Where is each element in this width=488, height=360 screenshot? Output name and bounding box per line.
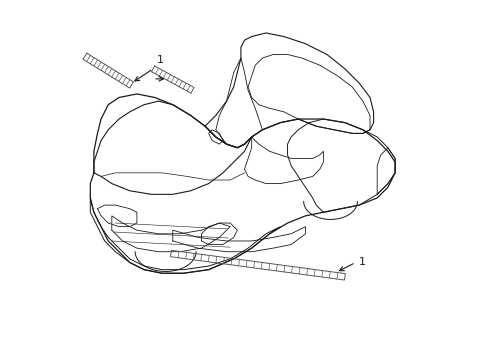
Text: 1: 1: [156, 55, 163, 65]
Text: 1: 1: [359, 257, 366, 267]
